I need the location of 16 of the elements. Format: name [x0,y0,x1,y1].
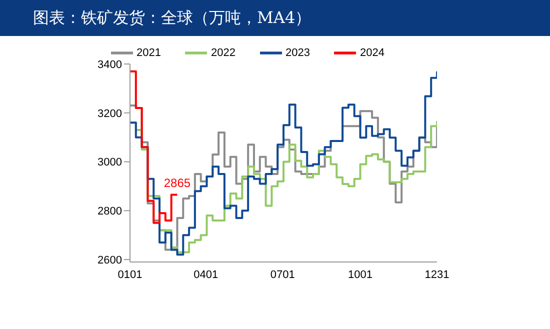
legend-label: 2022 [211,46,236,59]
legend-label: 2021 [136,46,162,59]
y-tick-label: 2600 [98,254,122,266]
x-tick-label: 1001 [348,268,372,281]
legend-label: 2023 [286,46,310,59]
annotation: 2865 [164,176,191,190]
y-tick-label: 2800 [98,206,122,218]
legend-label: 2024 [360,46,384,59]
y-tick-label: 3000 [98,156,122,169]
x-tick-label: 0701 [270,268,295,281]
y-tick-label: 3400 [98,58,122,71]
x-tick-label: 0101 [118,268,142,281]
y-tick-label: 3200 [98,108,122,120]
x-tick-label: 1231 [424,268,450,281]
x-tick-label: 0401 [194,268,218,281]
chart-title: 图表：铁矿发货：全球（万吨，MA4） [0,0,550,36]
